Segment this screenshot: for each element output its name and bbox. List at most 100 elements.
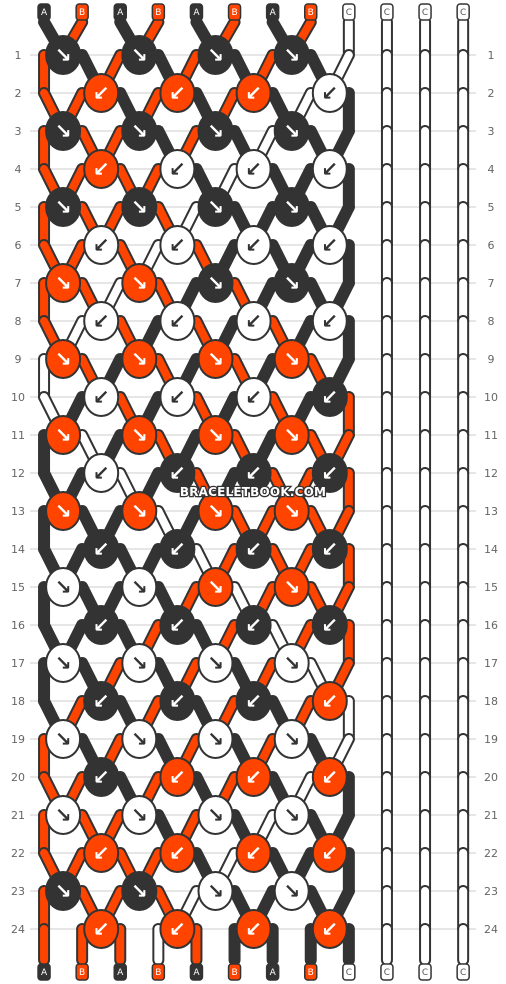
- bottom-strand-label-tab: [304, 963, 318, 981]
- arrow-down-right-icon: ↘: [55, 879, 72, 903]
- row-label-right: 6: [488, 239, 495, 252]
- arrow-down-right-icon: ↘: [207, 271, 224, 295]
- knot: [311, 453, 348, 493]
- knot: [273, 567, 310, 607]
- knot: [235, 149, 272, 189]
- arrow-down-right-icon: ↘: [55, 119, 72, 143]
- bottom-strand-label-tab: [113, 963, 127, 981]
- row-label-left: 3: [15, 125, 22, 138]
- arrow-down-left-icon: ↙: [245, 613, 262, 637]
- row-label-right: 15: [484, 581, 498, 594]
- arrow-down-left-icon: ↙: [321, 461, 338, 485]
- knot: [235, 453, 272, 493]
- arrow-down-right-icon: ↘: [283, 195, 300, 219]
- arrow-down-right-icon: ↘: [131, 879, 148, 903]
- knot: [45, 415, 82, 455]
- top-strand-label-tab: [75, 3, 89, 21]
- arrow-down-right-icon: ↘: [207, 43, 224, 67]
- arrow-down-right-icon: ↘: [283, 651, 300, 675]
- knot: [45, 871, 82, 911]
- arrow-down-right-icon: ↘: [131, 119, 148, 143]
- top-strand-label-tab: [456, 3, 470, 21]
- knot: [83, 225, 120, 265]
- bottom-strand-label: A: [270, 968, 277, 978]
- arrow-down-left-icon: ↙: [169, 157, 186, 181]
- knot: [159, 301, 196, 341]
- knot: [83, 149, 120, 189]
- row-label-left: 12: [11, 467, 25, 480]
- knot: [235, 681, 272, 721]
- arrow-down-left-icon: ↙: [245, 385, 262, 409]
- knot: [121, 567, 158, 607]
- knot: [159, 681, 196, 721]
- knot: [45, 111, 82, 151]
- arrow-down-right-icon: ↘: [207, 119, 224, 143]
- top-strand-label: B: [79, 8, 85, 18]
- arrow-down-right-icon: ↘: [283, 271, 300, 295]
- arrow-down-left-icon: ↙: [245, 81, 262, 105]
- knot: [83, 909, 120, 949]
- row-label-right: 1: [488, 49, 495, 62]
- knot: [45, 567, 82, 607]
- arrow-down-right-icon: ↘: [283, 347, 300, 371]
- knot: [197, 187, 234, 227]
- arrow-down-left-icon: ↙: [93, 385, 110, 409]
- knot: [197, 643, 234, 683]
- knot: [121, 491, 158, 531]
- bottom-strand-label: B: [155, 968, 161, 978]
- arrow-down-left-icon: ↙: [93, 689, 110, 713]
- knot: [159, 605, 196, 645]
- bottom-strand-label: C: [460, 968, 466, 978]
- knot: [45, 339, 82, 379]
- arrow-down-right-icon: ↘: [55, 499, 72, 523]
- knot: [311, 377, 348, 417]
- bottom-strand-label-tab: [227, 963, 242, 981]
- top-strand-label-tab: [265, 3, 280, 21]
- knot: [45, 643, 82, 683]
- knot: [311, 73, 348, 113]
- row-label-right: 24: [484, 923, 498, 936]
- knot-grid: ↘ ↘ ↘ ↘ ↙ ↙ ↙ ↙ ↘ ↘ ↘ ↘ ↙ ↙ ↙ ↙ ↘ ↘ ↘ ↘ ↙ ↙ ↙ ↙ ↘ ↘ ↘ ↘ ↙ ↙ ↙ ↙ ↘ ↘ ↘ ↘ ↙ ↙ ↙ ↙…: [45, 35, 348, 949]
- row-label-left: 17: [11, 657, 25, 670]
- knot: [273, 871, 310, 911]
- row-label-left: 6: [15, 239, 22, 252]
- knot: [235, 605, 272, 645]
- knot: [311, 909, 348, 949]
- arrow-down-left-icon: ↙: [169, 841, 186, 865]
- row-label-left: 18: [11, 695, 25, 708]
- knot: [159, 149, 196, 189]
- arrow-down-left-icon: ↙: [169, 613, 186, 637]
- top-strand-label-tab: [342, 3, 356, 21]
- top-strand-label: B: [231, 8, 237, 18]
- knot: [235, 301, 272, 341]
- arrow-down-right-icon: ↘: [131, 43, 148, 67]
- bottom-strand-label: A: [117, 968, 124, 978]
- arrow-down-left-icon: ↙: [169, 385, 186, 409]
- arrow-down-right-icon: ↘: [131, 727, 148, 751]
- knot: [311, 301, 348, 341]
- arrow-down-left-icon: ↙: [93, 917, 110, 941]
- arrow-down-left-icon: ↙: [245, 157, 262, 181]
- knot: [273, 491, 310, 531]
- row-label-left: 15: [11, 581, 25, 594]
- top-strand-label: C: [384, 8, 390, 18]
- arrow-down-left-icon: ↙: [245, 689, 262, 713]
- top-strand-label-tab: [113, 3, 127, 21]
- top-strand-label-tab: [304, 3, 318, 21]
- knot: [197, 111, 234, 151]
- bottom-strand-label: B: [308, 968, 314, 978]
- knot: [273, 339, 310, 379]
- arrow-down-left-icon: ↙: [245, 917, 262, 941]
- top-strand-label-tab: [189, 3, 204, 21]
- row-label-right: 2: [488, 87, 495, 100]
- row-label-left: 7: [15, 277, 22, 290]
- arrow-down-right-icon: ↘: [207, 879, 224, 903]
- knot: [235, 529, 272, 569]
- knot: [197, 415, 234, 455]
- knot: [159, 833, 196, 873]
- knot: [273, 111, 310, 151]
- row-label-left: 16: [11, 619, 25, 632]
- arrow-down-left-icon: ↙: [93, 233, 110, 257]
